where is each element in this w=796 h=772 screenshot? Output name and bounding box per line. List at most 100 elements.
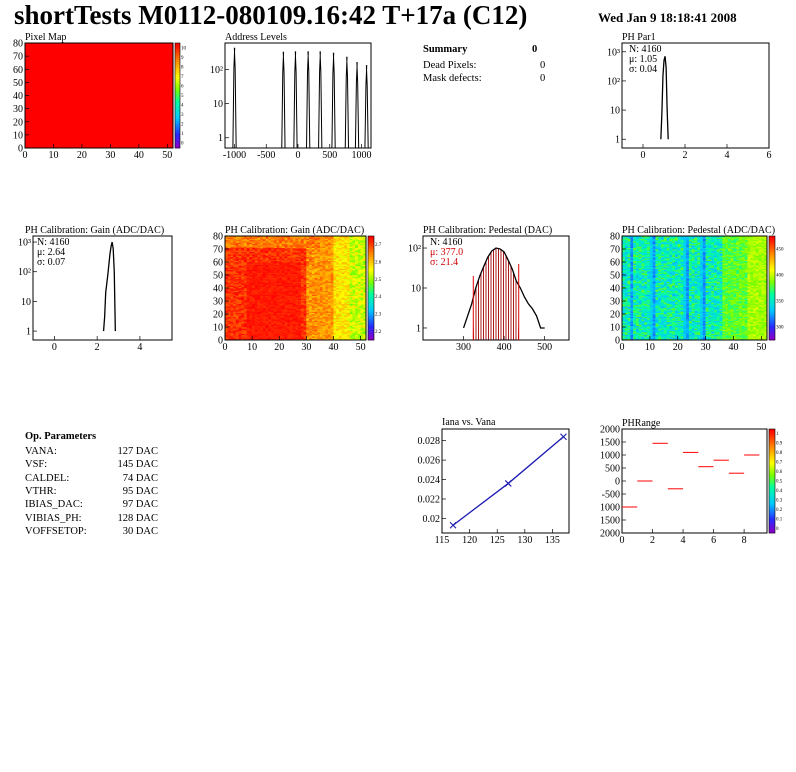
gain-map-cell (233, 336, 237, 338)
gain-map-cell (276, 330, 280, 333)
gain-map-cell (257, 276, 261, 278)
gain-map-cell (268, 242, 272, 245)
gain-map-cell (227, 327, 231, 329)
gain-map-cell (252, 336, 256, 338)
gain-map-cell (241, 236, 245, 238)
gain-map-cell (260, 329, 264, 332)
gain-map-cell (265, 265, 269, 268)
gain-map-cell (290, 311, 294, 313)
gain-map-cell (319, 320, 323, 323)
pedestal-map-cell (638, 315, 642, 317)
pedestal-map-cell (627, 323, 631, 325)
gain-map-cell (314, 320, 318, 323)
gain-map-cell (238, 310, 242, 312)
pedestal-map-cell (638, 295, 642, 298)
pedestal-map-cell (635, 295, 640, 298)
gain-map-cell (252, 307, 256, 310)
gain-map-cell (254, 325, 258, 328)
pedestal-map-cell (638, 321, 642, 324)
gain-map-cell (262, 275, 266, 277)
gain-map-cell (328, 304, 332, 307)
gain-map-cell (241, 327, 245, 329)
gain-map-cell (254, 263, 258, 265)
gain-map-cell (254, 312, 258, 315)
gain-map-cell (325, 280, 329, 282)
gain-map-cell (360, 273, 364, 276)
pedestal-1d-title: PH Calibration: Pedestal (DAC) (423, 225, 552, 236)
gain-map-cell (262, 332, 266, 334)
gain-map-cell (265, 284, 269, 286)
gain-map-cell (352, 303, 356, 306)
gain-map-cell (235, 334, 239, 337)
gain-map-cell (295, 258, 299, 260)
gain-map-cell (306, 272, 310, 274)
pedestal-map-cell (635, 291, 640, 294)
gain-map-cell (344, 262, 348, 264)
gain-map-cell (287, 308, 291, 311)
pixel-map-colorbar-segment (175, 145, 180, 149)
gain-map-cell (271, 317, 275, 320)
gain-map-cell (328, 265, 332, 268)
gain-map-cell (225, 299, 229, 302)
gain-map-cell (252, 333, 256, 336)
gain-map-cell (273, 284, 277, 286)
gain-map-cell (341, 250, 345, 252)
gain-map-cell (235, 316, 239, 319)
gain-map-cell (271, 259, 275, 261)
gain-map-cell (349, 239, 353, 242)
pedestal-map-cell (635, 241, 640, 243)
gain-map-cell (287, 272, 291, 274)
gain-map-cell (257, 293, 261, 295)
gain-map-colorbar-segment (368, 250, 374, 253)
gain-map-cell (246, 243, 250, 246)
pedestal-map-cell (638, 290, 642, 293)
gain-map-cell (344, 258, 348, 260)
gain-map-cell (311, 289, 315, 291)
gain-map-cell (281, 255, 285, 258)
gain-map-cell (257, 328, 261, 330)
gain-map-cell (314, 311, 318, 313)
gain-map-cell (341, 290, 345, 293)
gain-map-cell (246, 323, 250, 325)
pedestal-map-cell (633, 273, 637, 276)
x-tick-label: 300 (456, 342, 471, 353)
gain-map-cell (292, 327, 296, 329)
gain-map-cell (352, 308, 356, 311)
gain-map-cell (262, 280, 266, 282)
gain-map-cell (290, 242, 294, 245)
gain-map-cell (276, 282, 280, 285)
gain-map-cell (241, 242, 245, 245)
gain-map-cell (349, 285, 353, 287)
pedestal-map-cell (627, 245, 631, 247)
gain-map-cell (230, 332, 234, 334)
gain-map-cell (235, 284, 239, 286)
pixel-map-colorbar-segment (175, 133, 180, 136)
gain-map-cell (355, 308, 359, 311)
gain-map-cell (241, 272, 245, 274)
pedestal-map-cell (633, 293, 637, 295)
gain-map-cell (341, 242, 345, 245)
gain-map-cell (336, 278, 340, 281)
gain-map-cell (262, 325, 266, 328)
gain-map-cell (281, 239, 285, 242)
gain-map-cell (281, 256, 285, 259)
pedestal-map-cell (633, 288, 637, 290)
gain-map-cell (238, 316, 242, 319)
gain-map-cell (352, 334, 356, 337)
gain-map-cell (287, 264, 291, 267)
pedestal-map-cell (635, 237, 640, 239)
gain-map-cell (265, 306, 269, 308)
gain-map-cell (262, 251, 266, 254)
gain-map-cell (241, 256, 245, 259)
gain-map-cell (355, 245, 359, 247)
gain-map-cell (330, 298, 334, 300)
pedestal-map-cell (624, 293, 628, 295)
gain-map-cell (225, 271, 229, 273)
pedestal-map-cell (627, 251, 631, 254)
gain-map-cell (311, 319, 315, 321)
gain-map-cell (290, 275, 294, 277)
pedestal-map-cell (622, 332, 626, 334)
pedestal-map-cell (627, 291, 631, 294)
gain-map-cell (260, 301, 264, 303)
gain-map-cell (341, 308, 345, 311)
